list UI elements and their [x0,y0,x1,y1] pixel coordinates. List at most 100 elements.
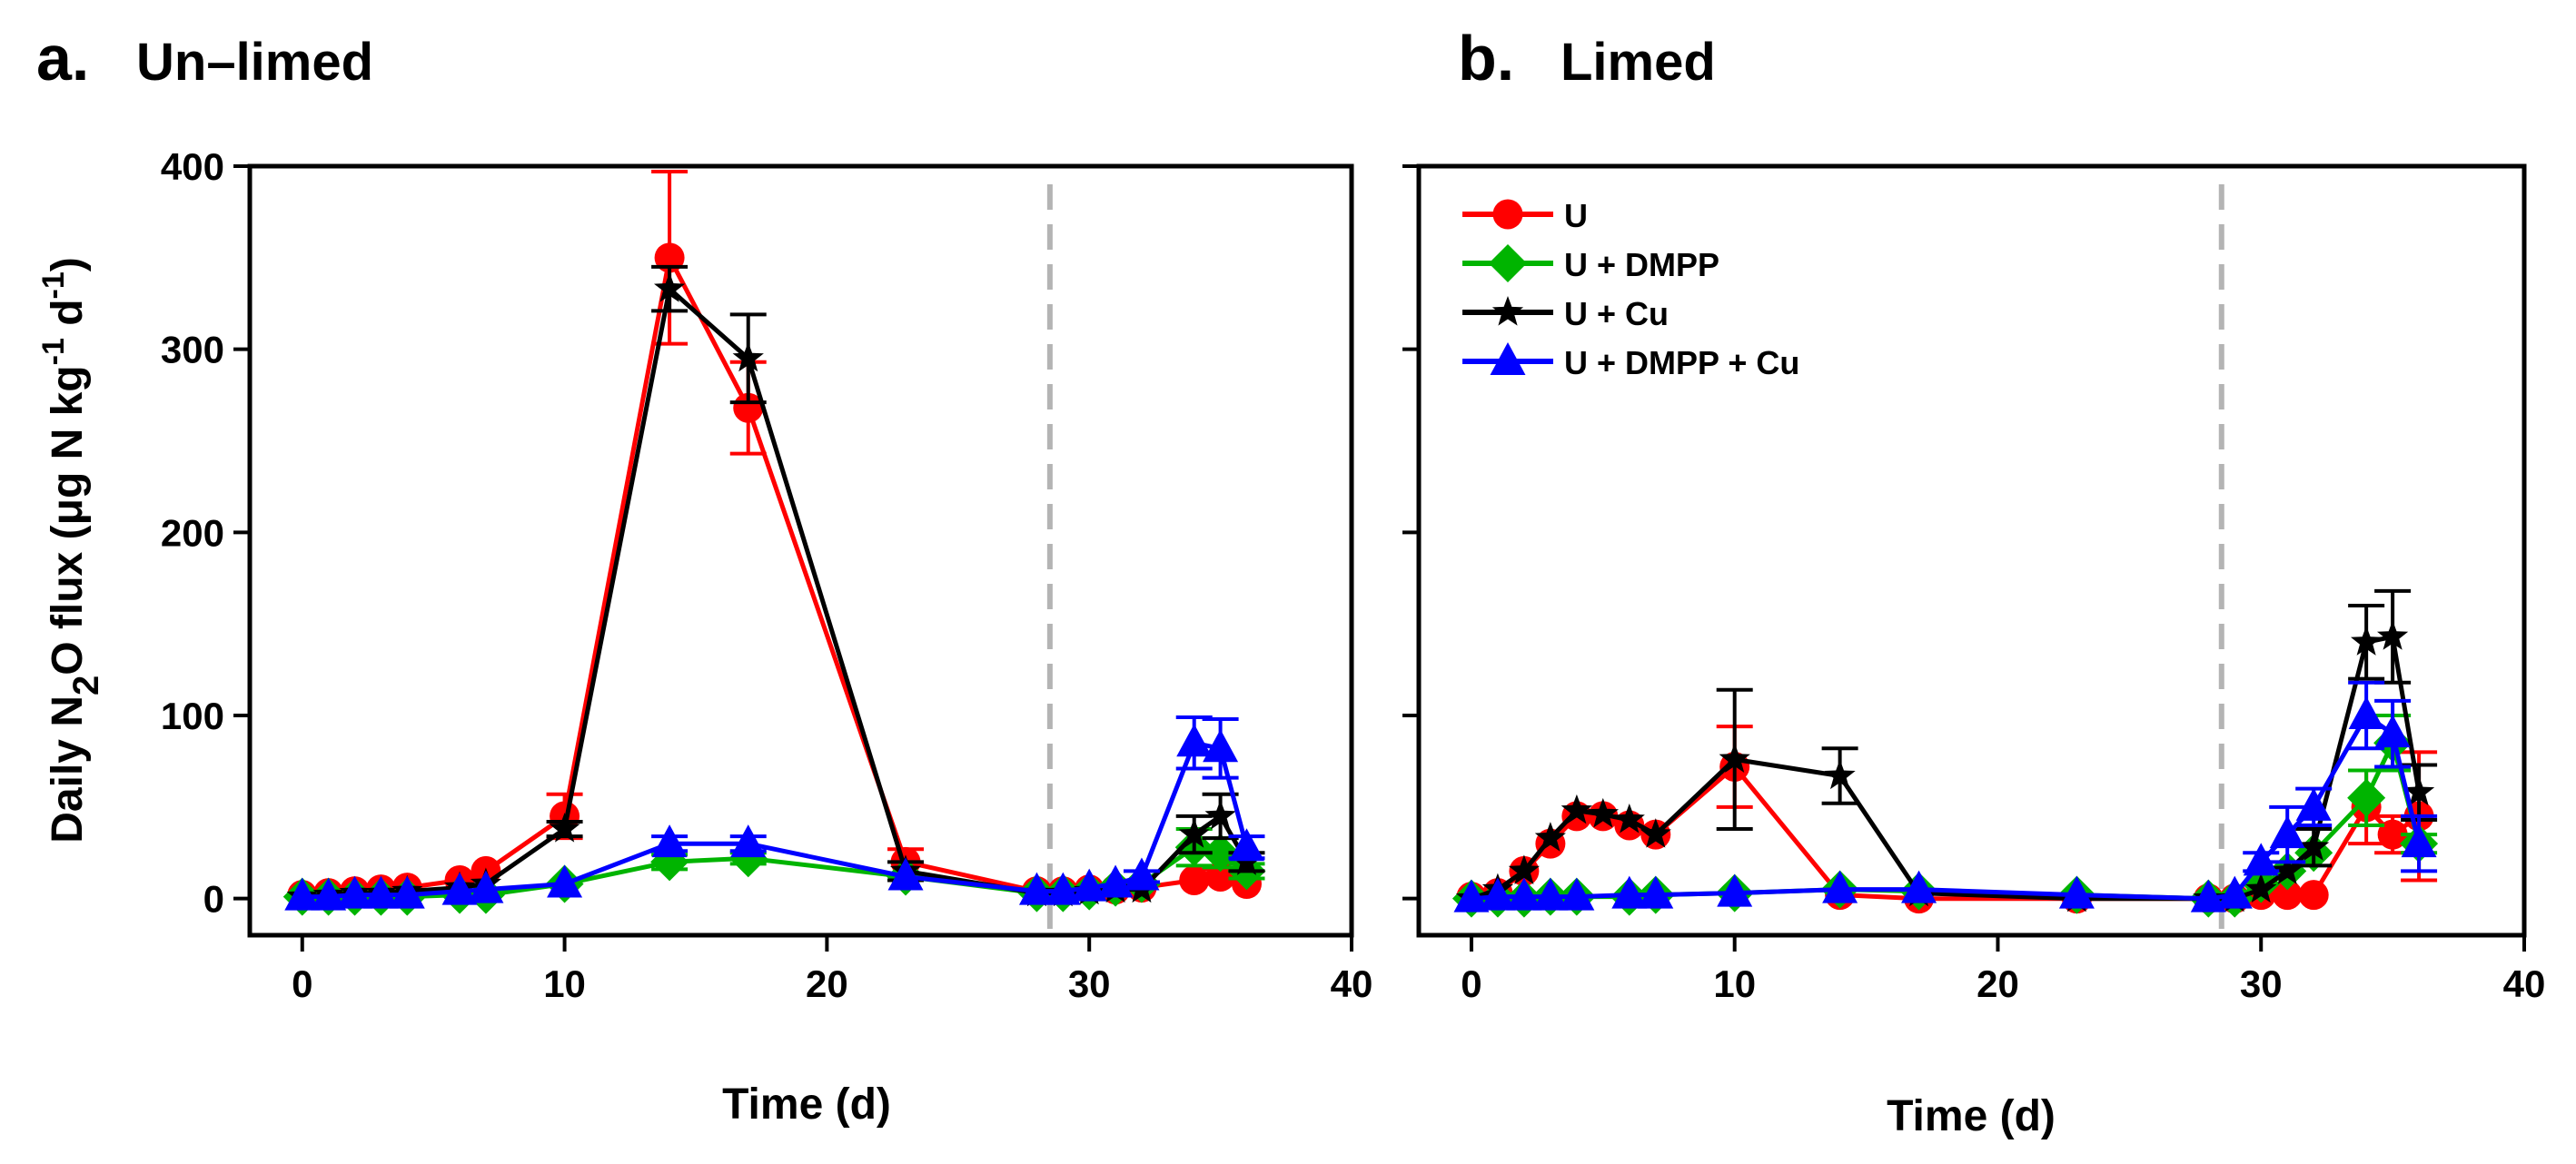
x-tick-label-40: 40 [1331,962,1373,1005]
data-point [730,824,767,858]
data-point [2401,824,2437,858]
data-point [1453,879,1490,912]
panel-b-frame [1416,163,2527,938]
panel-a-letter: a. [36,23,89,94]
legend-item-u-dmpp: U + DMPP [1462,244,1719,283]
x-tick-label-40: 40 [2503,962,2546,1005]
data-point [732,341,764,372]
data-point [2243,843,2279,876]
data-point [2377,819,2408,850]
data-point [1228,828,1264,862]
panel-b-xlabel: Time (d) [1887,1092,2056,1140]
y-tick-label-200: 200 [161,511,224,554]
data-point [2272,854,2304,884]
data-point [2269,815,2305,849]
data-point [1532,877,1569,911]
panel-a-frame [247,163,1354,938]
legend-label-u-dmpp-cu: U + DMPP + Cu [1564,344,1799,381]
data-point [1611,875,1648,909]
data-point [1560,794,1592,824]
data-point [1097,864,1134,898]
data-point [2058,875,2095,909]
data-point [1179,865,1210,895]
data-point [284,877,321,911]
x-tick-label-30: 30 [1068,962,1111,1005]
data-point [547,864,583,898]
series-line-u-cu [1471,634,2422,902]
y-tick-label-300: 300 [161,329,224,371]
data-point [549,813,580,843]
legend-item-u-cu: U + Cu [1462,295,1669,332]
series-u-dmpp-cu [1453,680,2438,912]
panel-a-ylabel: Daily N2O flux (μg N kg-1 d-1) [36,257,106,843]
data-point [1534,822,1566,852]
legend-label-u: U [1564,197,1588,234]
data-point [1717,873,1753,907]
x-tick-label-30: 30 [2240,962,2283,1005]
data-point [2298,831,2330,861]
y-tick-label-0: 0 [203,878,224,921]
data-point [2298,880,2329,911]
data-point [654,272,686,302]
data-point [1640,818,1671,848]
legend-marker-u [1492,199,1523,230]
data-point [1204,799,1236,830]
panel-b-title: Limed [1560,33,1716,92]
panel-a-xlabel: Time (d) [722,1080,891,1129]
data-point [1822,870,1858,903]
data-point [2351,626,2383,656]
x-tick-label-10: 10 [1713,962,1756,1005]
data-point [1506,877,1542,911]
data-point [2295,787,2332,821]
data-point [2272,880,2303,911]
x-tick-label-0: 0 [292,962,312,1005]
data-point [2190,879,2226,912]
x-tick-label-20: 20 [1977,962,2019,1005]
x-tick-label-10: 10 [543,962,586,1005]
data-point [1638,875,1674,909]
y-tick-label-400: 400 [161,145,224,188]
legend-label-u-dmpp: U + DMPP [1564,246,1719,283]
data-point [311,877,347,911]
data-point [468,870,504,903]
data-point [2245,873,2277,903]
data-point [337,875,373,909]
panel-b-letter: b. [1458,23,1514,94]
series-u [287,170,1262,911]
data-point [1176,724,1213,757]
data-point [362,875,399,909]
data-point [1719,743,1750,773]
legend-marker-u-dmpp [1489,244,1527,282]
legend-item-u: U [1462,197,1588,234]
data-point [1124,857,1160,891]
series-u-dmpp-cu [284,715,1265,911]
data-point [2348,696,2384,729]
series-line-u [302,255,1248,898]
data-point [389,875,425,909]
data-point [1045,872,1081,905]
data-point [1508,854,1540,884]
legend-item-u-dmpp-cu: U + DMPP + Cu [1462,342,1799,381]
data-point [1587,797,1619,828]
data-point [1559,877,1595,911]
data-point [2403,775,2435,806]
data-point [1901,870,1937,903]
data-point [1071,868,1107,902]
data-point [1178,818,1210,848]
data-point [887,857,924,891]
series-line-u-dmpp-cu [302,740,1249,900]
x-tick-label-20: 20 [806,962,848,1005]
series-u-cu [286,264,1265,911]
panel-b: b. Limed 0 10 20 30 40 Time (d) [1402,23,2545,1140]
panel-a-title: Un–limed [136,33,373,92]
data-point [2347,778,2386,817]
series-line-u-cu [302,286,1249,900]
y-tick-label-100: 100 [161,695,224,737]
legend-label-u-cu: U + Cu [1564,295,1669,332]
panel-b-axes: 0 10 20 30 40 [1402,164,2546,1005]
legend-marker-u-dmpp-cu [1490,342,1526,375]
data-point [1613,804,1645,834]
